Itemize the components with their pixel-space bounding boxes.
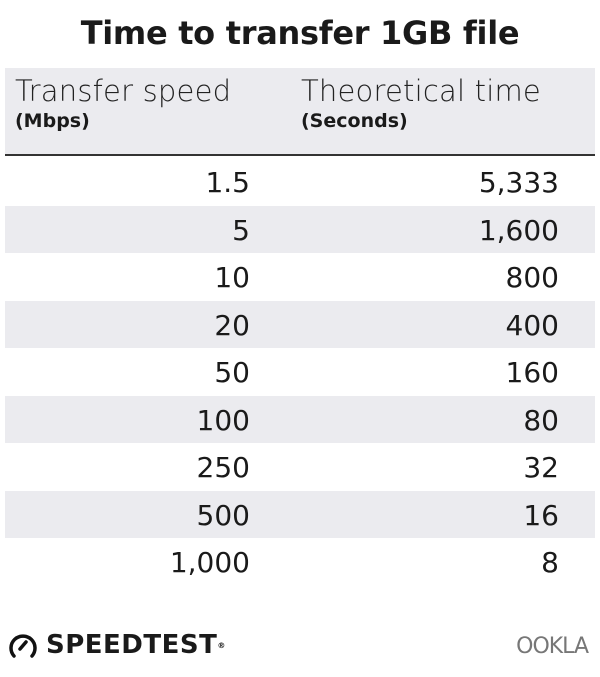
- table-row: 5 1,600: [5, 205, 595, 253]
- table-row: 50 160: [5, 348, 595, 396]
- table-row: 500 16: [5, 490, 595, 538]
- header-label: Theoretical time: [301, 74, 541, 108]
- ookla-logo: OOKLA: [516, 634, 589, 659]
- speed-cell: 100: [196, 403, 250, 437]
- time-cell: 32: [523, 451, 559, 484]
- table-row: 20 400: [5, 300, 595, 348]
- speed-cell: 50: [214, 356, 250, 389]
- speed-cell: 1.5: [205, 166, 250, 199]
- chart-title: Time to transfer 1GB file: [80, 14, 520, 52]
- time-cell: 5,333: [478, 166, 559, 199]
- speed-cell: 10: [214, 261, 250, 294]
- speed-cell: 500: [196, 498, 250, 532]
- speed-cell: 20: [214, 308, 250, 342]
- speed-cell: 5: [232, 213, 250, 247]
- speed-cell: 1,000: [169, 546, 250, 579]
- speed-cell: 250: [196, 451, 250, 484]
- speedtest-logo: SPEEDTEST ®: [8, 630, 226, 660]
- speedtest-wordmark: SPEEDTEST: [46, 630, 218, 660]
- time-cell: 160: [505, 356, 559, 389]
- header-unit: (Seconds): [301, 110, 408, 132]
- table-header: Transfer speed (Mbps) Theoretical time (…: [5, 68, 595, 156]
- table-row: 250 32: [5, 443, 595, 491]
- transfer-time-table: Transfer speed (Mbps) Theoretical time (…: [5, 68, 595, 586]
- time-cell: 400: [505, 308, 559, 342]
- table-row: 1.5 5,333: [5, 158, 595, 206]
- table-row: 1,000 8: [5, 538, 595, 586]
- table-row: 10 800: [5, 253, 595, 301]
- header-unit: (Mbps): [15, 110, 90, 132]
- header-transfer-speed: Transfer speed (Mbps): [15, 74, 231, 132]
- speedometer-icon: [9, 634, 37, 658]
- time-cell: 80: [523, 403, 559, 437]
- time-cell: 8: [541, 546, 559, 579]
- footer: SPEEDTEST ® OOKLA: [0, 628, 600, 668]
- table-row: 100 80: [5, 395, 595, 443]
- header-label: Transfer speed: [15, 74, 232, 108]
- time-cell: 16: [523, 498, 559, 532]
- header-theoretical-time: Theoretical time (Seconds): [301, 74, 541, 132]
- time-cell: 800: [505, 261, 559, 294]
- time-cell: 1,600: [478, 213, 559, 247]
